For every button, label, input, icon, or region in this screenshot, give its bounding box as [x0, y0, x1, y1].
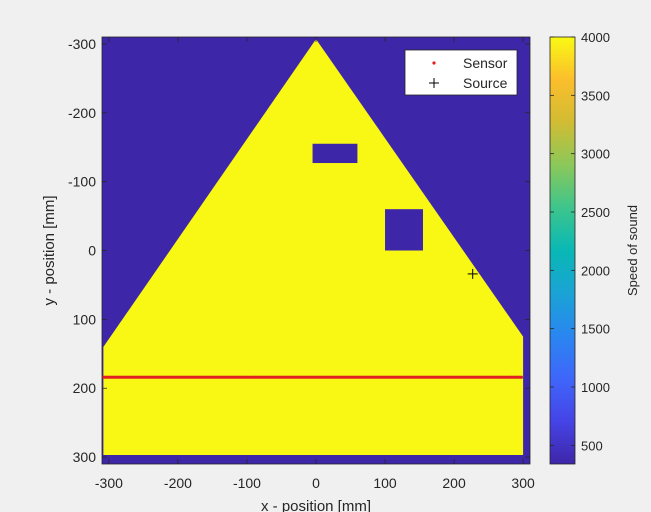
x-tick-label: -200: [164, 475, 192, 491]
y-tick-label: 0: [88, 243, 96, 259]
colorbar-tick-label: 2000: [581, 263, 610, 278]
colorbar-label: Speed of sound: [625, 205, 640, 296]
colorbar-tick-label: 3000: [581, 147, 610, 162]
colorbar-gradient: [550, 37, 575, 464]
inclusion-1: [312, 143, 358, 164]
y-tick-label: 300: [73, 449, 97, 465]
colorbar-frame: [549, 36, 576, 465]
legend-sensor-marker: [432, 61, 436, 65]
y-tick-label: 200: [73, 380, 97, 396]
legend-source-marker: [429, 78, 439, 88]
domain-region: [103, 39, 524, 455]
y-axis-label: y - position [mm]: [41, 195, 58, 305]
x-axis-label: x - position [mm]: [261, 498, 371, 512]
x-tick-label: -100: [233, 475, 261, 491]
x-axis: -300 -200 -100 0 100 200 300: [95, 37, 535, 491]
y-axis: -300 -200 -100 0 100 200 300: [68, 36, 530, 465]
legend-source-label: Source: [463, 75, 508, 91]
x-tick-label: 200: [442, 475, 466, 491]
plot-area: [101, 36, 531, 465]
colorbar-tick-label: 1500: [581, 322, 610, 337]
legend-box: [404, 49, 518, 96]
legend: Sensor Source: [404, 49, 518, 96]
y-tick-label: -100: [68, 174, 96, 190]
inclusion-2: [385, 209, 423, 251]
colorbar-tick-label: 3500: [581, 88, 610, 103]
x-tick-label: 100: [373, 475, 397, 491]
x-tick-label: -300: [95, 475, 123, 491]
x-tick-label: 300: [511, 475, 535, 491]
y-tick-label: -200: [68, 105, 96, 121]
colorbar-tick-label: 4000: [581, 30, 610, 45]
sensor-points: [102, 375, 524, 379]
legend-sensor-label: Sensor: [463, 55, 508, 71]
colorbar-tick-label: 500: [581, 438, 603, 453]
y-tick-label: -300: [68, 36, 96, 52]
x-tick-label: 0: [312, 475, 320, 491]
sensor-point: [519, 375, 524, 379]
colorbar-tick-label: 2500: [581, 205, 610, 220]
y-tick-label: 100: [73, 311, 97, 327]
source-marker: [467, 268, 478, 279]
colorbar: 500 1000 1500 2000 2500 3000 3500 4000 Speed of…: [549, 30, 640, 465]
colorbar-tick-label: 1000: [581, 380, 610, 395]
